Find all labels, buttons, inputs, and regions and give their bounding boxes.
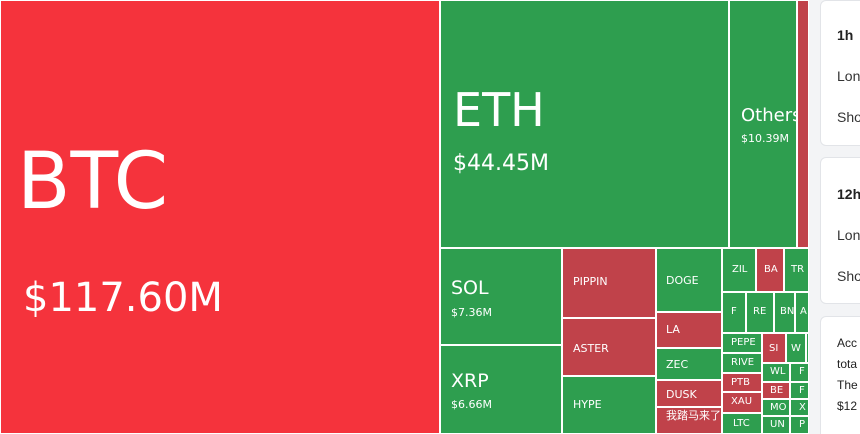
tile-f2[interactable]: F <box>790 363 809 382</box>
tile-hype[interactable]: HYPE <box>562 376 656 434</box>
tile-symbol: F <box>799 366 805 377</box>
tile-aster[interactable]: ASTER <box>562 318 656 376</box>
tile-cn-token[interactable]: 我踏马来了 <box>656 407 722 434</box>
tile-value: $7.36M <box>451 306 492 319</box>
tile-xrp[interactable]: XRP $6.66M <box>440 345 562 434</box>
long-label: Lon <box>837 68 860 84</box>
stats-sidebar: 1h Lon Sho 12h Lon Sho Acc tota The $12 <box>809 0 860 434</box>
tile-symbol: ETH <box>453 83 545 137</box>
stats-card-summary: Acc tota The $12 <box>820 316 860 434</box>
tile-symbol: PEPE <box>731 337 756 348</box>
tile-symbol: LA <box>666 323 680 336</box>
summary-line-3: The <box>837 378 858 392</box>
tile-symbol: HYPE <box>573 398 602 411</box>
tile-symbol: SI <box>769 343 779 354</box>
tile-w[interactable]: W <box>786 333 806 363</box>
tile-f[interactable]: F <box>722 292 746 333</box>
tile-pepe[interactable]: PEPE <box>722 333 762 353</box>
tile-value: $117.60M <box>23 275 223 321</box>
tile-be[interactable]: BE <box>762 382 790 399</box>
tile-ba[interactable]: BA <box>756 248 784 292</box>
tile-s1[interactable] <box>806 333 809 363</box>
tile-symbol: ZIL <box>732 264 748 275</box>
tile-ltc[interactable]: LTC <box>722 413 762 434</box>
liquidation-heatmap: BTC $117.60M ETH $44.45M Others $10.39M SOL $7.… <box>0 0 809 434</box>
tile-symbol: SOL <box>451 277 489 299</box>
tile-value: $6.66M <box>451 398 492 411</box>
tile-symbol: A <box>800 306 807 317</box>
tile-f3[interactable]: F <box>790 382 809 399</box>
tile-symbol: TR <box>791 264 805 275</box>
tile-symbol: PTB <box>731 377 750 388</box>
stats-card-12h[interactable]: 12h Lon Sho <box>820 157 860 304</box>
tile-wl[interactable]: WL <box>762 363 790 382</box>
tile-btc[interactable]: BTC $117.60M <box>0 0 440 434</box>
tile-dusk[interactable]: DUSK <box>656 380 722 407</box>
summary-line-1: Acc <box>837 336 858 350</box>
tile-others[interactable]: Others $10.39M <box>729 0 797 248</box>
tile-la[interactable]: LA <box>656 312 722 348</box>
tile-symbol: Others <box>741 105 797 126</box>
tile-symbol: 我踏马来了 <box>666 409 721 422</box>
tile-zil[interactable]: ZIL <box>722 248 756 292</box>
tile-bn[interactable]: BN <box>774 292 795 333</box>
tile-symbol: X <box>799 402 806 413</box>
tile-symbol: UN <box>770 419 785 430</box>
tile-mo[interactable]: MO <box>762 399 790 416</box>
tile-symbol: DUSK <box>666 388 697 401</box>
summary-line-2: tota <box>837 357 858 371</box>
tile-pippin[interactable]: PIPPIN <box>562 248 656 318</box>
card-title: 1h <box>837 27 854 43</box>
tile-a[interactable]: A <box>795 292 809 333</box>
tile-symbol: XAU <box>731 396 753 407</box>
tile-eth[interactable]: ETH $44.45M <box>440 0 729 248</box>
short-label: Sho <box>837 268 860 284</box>
tile-p[interactable]: P <box>790 416 809 434</box>
tile-symbol: LTC <box>733 418 750 429</box>
tile-value: $44.45M <box>453 151 549 176</box>
tile-symbol: BE <box>770 385 784 396</box>
tile-si[interactable]: SI <box>762 333 786 363</box>
tile-un[interactable]: UN <box>762 416 790 434</box>
tile-symbol: BN <box>780 306 795 317</box>
tile-symbol: RE <box>753 306 767 317</box>
tile-re[interactable]: RE <box>746 292 774 333</box>
summary-line-4: $12 <box>837 399 858 413</box>
tile-value: $10.39M <box>741 132 789 145</box>
tile-ptb[interactable]: PTB <box>722 373 762 392</box>
tile-symbol: ASTER <box>573 342 609 355</box>
tile-symbol: F <box>731 306 737 317</box>
tile-symbol: PIPPIN <box>573 275 608 288</box>
tile-symbol: F <box>799 385 805 396</box>
tile-symbol: ZEC <box>666 358 689 371</box>
tile-symbol: DOGE <box>666 274 699 287</box>
tile-symbol: RIVE <box>731 357 755 368</box>
tile-sol[interactable]: SOL $7.36M <box>440 248 562 345</box>
tile-xau[interactable]: XAU <box>722 392 762 413</box>
tile-symbol: XRP <box>451 370 489 392</box>
tile-symbol: P <box>799 419 806 430</box>
tile-symbol: WL <box>770 366 786 377</box>
tile-rive[interactable]: RIVE <box>722 353 762 373</box>
tile-symbol: BA <box>764 264 778 275</box>
tile-x[interactable]: X <box>790 399 809 416</box>
tile-doge[interactable]: DOGE <box>656 248 722 312</box>
tile-top-strip[interactable] <box>797 0 809 248</box>
tile-symbol: W <box>791 343 801 354</box>
card-title: 12h <box>837 186 860 202</box>
short-label: Sho <box>837 109 860 125</box>
stats-card-1h[interactable]: 1h Lon Sho <box>820 0 860 146</box>
tile-zec[interactable]: ZEC <box>656 348 722 380</box>
tile-symbol: MO <box>770 402 787 413</box>
long-label: Lon <box>837 227 860 243</box>
tile-symbol: BTC <box>17 137 169 227</box>
tile-tr[interactable]: TR <box>784 248 809 292</box>
